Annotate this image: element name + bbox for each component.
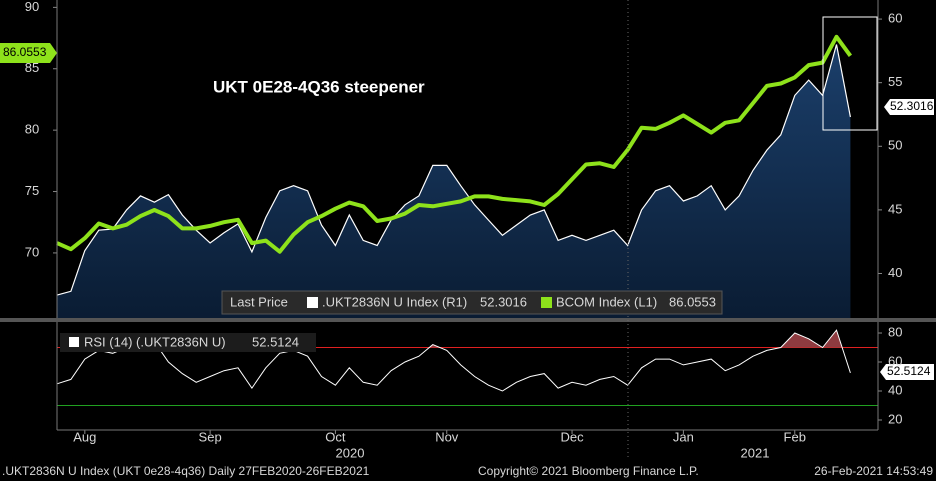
x-tick-label: Jan <box>673 429 694 444</box>
rsi-legend-box <box>60 333 316 352</box>
year-label: 2021 <box>741 445 770 460</box>
footer-right: 26-Feb-2021 14:53:49 <box>814 464 933 478</box>
legend-value: 86.0553 <box>669 294 716 309</box>
footer-left: .UKT2836N U Index (UKT 0e28-4q36) Daily … <box>2 464 370 478</box>
x-tick-label: Dec <box>560 429 584 444</box>
y-tick-label: 90 <box>25 0 39 14</box>
legend-title: Last Price <box>230 294 288 309</box>
y-tick-label: 80 <box>25 122 39 137</box>
legend-swatch <box>307 297 318 308</box>
year-label: 2020 <box>336 445 365 460</box>
value-tag-label: 86.0553 <box>3 45 47 59</box>
series-line <box>56 44 851 296</box>
value-tag <box>880 364 934 380</box>
panel-separator <box>0 318 936 322</box>
rsi-tick-label: 80 <box>888 324 902 339</box>
x-tick-label: Feb <box>784 429 806 444</box>
x-tick-label: Aug <box>73 429 96 444</box>
y2-tick-label: 60 <box>888 11 902 26</box>
y2-tick-label: 50 <box>888 138 902 153</box>
legend-swatch <box>541 297 552 308</box>
annotation: UKT 0E28-4Q36 steepener <box>213 77 425 96</box>
y-tick-label: 75 <box>25 183 39 198</box>
x-tick-label: Oct <box>325 429 346 444</box>
legend-swatch <box>69 337 79 347</box>
series-line <box>56 34 853 254</box>
legend-value: 52.5124 <box>252 334 299 349</box>
legend-box <box>221 290 723 315</box>
series-line <box>56 329 851 392</box>
legend-label: .UKT2836N U Index (R1) <box>322 294 467 309</box>
value-tag-label: 52.3016 <box>890 99 934 113</box>
x-tick-label: Nov <box>435 429 459 444</box>
rsi-tick-label: 40 <box>888 382 902 397</box>
y2-tick-label: 55 <box>888 74 902 89</box>
y2-tick-label: 40 <box>888 265 902 280</box>
y-tick-label: 70 <box>25 244 39 259</box>
value-tag <box>0 43 57 63</box>
legend-value: 52.3016 <box>480 294 527 309</box>
legend-label: RSI (14) (.UKT2836N U) <box>84 334 226 349</box>
highlight-box <box>822 16 878 131</box>
x-tick-label: Sep <box>199 429 222 444</box>
y2-tick-label: 45 <box>888 201 902 216</box>
value-tag-label: 52.5124 <box>887 364 931 378</box>
rsi-tick-label: 60 <box>888 353 902 368</box>
footer-center: Copyright© 2021 Bloomberg Finance L.P. <box>478 464 699 478</box>
y-tick-label: 85 <box>25 60 39 75</box>
area-fill <box>57 44 851 318</box>
legend-label: BCOM Index (L1) <box>556 294 657 309</box>
value-tag <box>884 99 934 115</box>
rsi-tick-label: 20 <box>888 411 902 426</box>
